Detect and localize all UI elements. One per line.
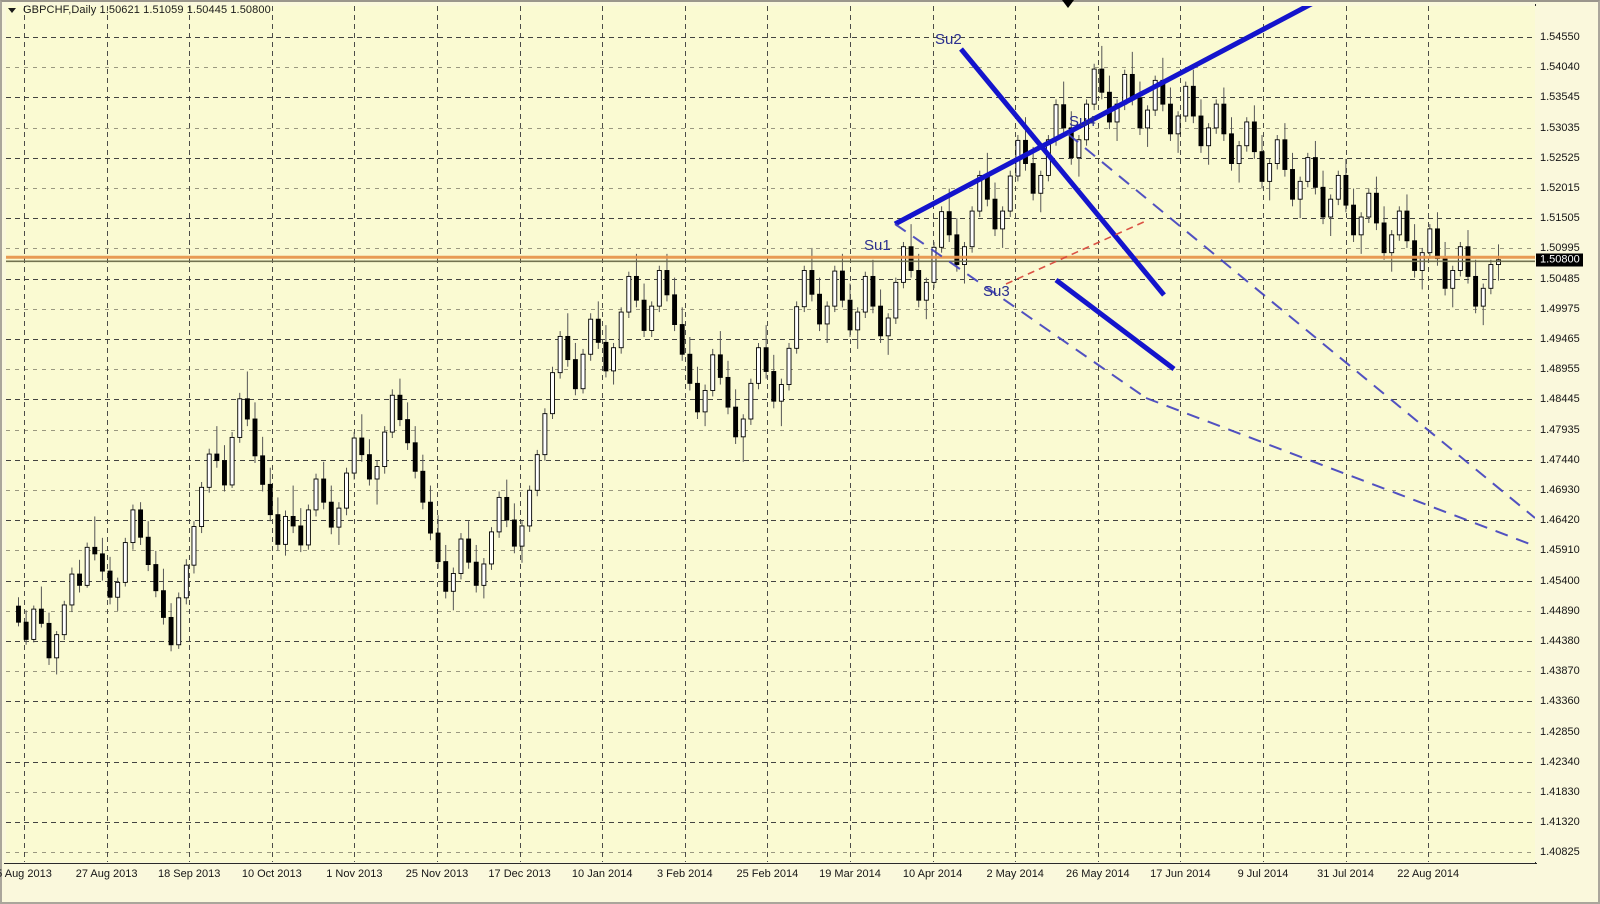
chart-gridlines <box>6 6 1535 862</box>
chart-title-bar: GBPCHF,Daily 1.50621 1.51059 1.50445 1.5… <box>8 3 271 17</box>
price-axis-label: 1.44380 <box>1540 635 1580 647</box>
price-axis-label: 1.50995 <box>1540 242 1580 255</box>
price-axis-label: 1.49465 <box>1540 333 1580 345</box>
date-axis-label: 27 Aug 2013 <box>75 868 138 880</box>
chart-label-su2[interactable]: Su2 <box>935 31 962 48</box>
price-axis-label: 1.49975 <box>1540 302 1580 315</box>
chevron-down-icon[interactable] <box>8 7 16 13</box>
price-axis-label: 1.53545 <box>1540 91 1580 104</box>
price-axis-label: 1.48955 <box>1540 363 1580 376</box>
chart-label-su3[interactable]: Su3 <box>983 283 1010 300</box>
chart-label-su4[interactable]: Su4 <box>1069 113 1096 130</box>
date-axis-label: 31 Jul 2014 <box>1317 868 1375 880</box>
date-axis-label: 17 Jun 2014 <box>1150 868 1211 880</box>
price-axis-label: 1.53035 <box>1540 121 1580 134</box>
chart-objects-overlay: Su1 Su2 Su3 Su4 <box>864 6 1535 547</box>
current-price-badge: 1.50800 <box>1536 253 1583 267</box>
chart-title: GBPCHF,Daily 1.50621 1.51059 1.50445 1.5… <box>23 4 271 16</box>
chart-plot-area[interactable]: Su1 Su2 Su3 Su4 <box>6 6 1535 862</box>
date-axis-label: 10 Oct 2013 <box>241 868 302 880</box>
date-axis-label: 17 Dec 2013 <box>488 868 551 880</box>
price-axis-label: 1.45910 <box>1540 544 1580 557</box>
price-axis[interactable]: 1.54550 1.54040 1.53545 1.53035 1.52525 1.520… <box>1535 6 1598 862</box>
date-axis-label: 2 May 2014 <box>986 868 1044 880</box>
price-axis-label: 1.54040 <box>1540 61 1580 74</box>
candlestick-series <box>6 45 1535 675</box>
price-axis-label: 1.41830 <box>1540 786 1580 798</box>
price-axis-label: 1.50485 <box>1540 272 1580 285</box>
date-axis-label: 10 Apr 2014 <box>902 868 963 880</box>
date-axis-label: 5 Aug 2013 <box>0 868 52 880</box>
date-axis-label: 22 Aug 2014 <box>1397 868 1460 880</box>
price-axis-label: 1.45400 <box>1540 574 1580 587</box>
price-axis-label: 1.40825 <box>1540 846 1580 859</box>
date-axis-label: 10 Jan 2014 <box>571 868 633 880</box>
price-axis-label: 1.52015 <box>1540 182 1580 194</box>
price-axis-label: 1.52525 <box>1540 151 1580 164</box>
date-axis-label: 1 Nov 2013 <box>326 868 383 880</box>
date-axis-label: 25 Nov 2013 <box>405 868 469 880</box>
date-axis-label: 18 Sep 2013 <box>157 868 221 880</box>
object-handle-marker[interactable] <box>1062 0 1074 8</box>
price-axis-label: 1.46930 <box>1540 484 1580 496</box>
price-axis-label: 1.54550 <box>1540 31 1580 43</box>
price-axis-label: 1.43360 <box>1540 695 1580 708</box>
price-axis-label: 1.44890 <box>1540 604 1580 617</box>
date-axis-label: 25 Feb 2014 <box>736 868 799 880</box>
date-axis[interactable]: 5 Aug 2013 27 Aug 2013 18 Sep 2013 10 Oct 2… <box>0 866 1535 886</box>
price-axis-label: 1.42850 <box>1540 725 1580 738</box>
price-axis-label: 1.46420 <box>1540 514 1580 527</box>
date-axis-label: 3 Feb 2014 <box>656 868 713 880</box>
price-axis-label: 1.42340 <box>1540 755 1580 768</box>
date-axis-label: 26 May 2014 <box>1065 868 1130 880</box>
price-axis-label: 1.43870 <box>1540 665 1580 678</box>
price-axis-label: 1.48445 <box>1540 393 1580 406</box>
date-axis-label: 9 Jul 2014 <box>1237 868 1289 880</box>
price-axis-label: 1.47935 <box>1540 423 1580 436</box>
chart-label-su1[interactable]: Su1 <box>864 237 891 254</box>
price-axis-label: 1.41320 <box>1540 816 1580 829</box>
price-axis-label: 1.47440 <box>1540 453 1580 466</box>
date-axis-label: 19 Mar 2014 <box>819 868 881 880</box>
date-axis-divider <box>4 863 1537 864</box>
price-axis-label: 1.51505 <box>1540 212 1580 225</box>
